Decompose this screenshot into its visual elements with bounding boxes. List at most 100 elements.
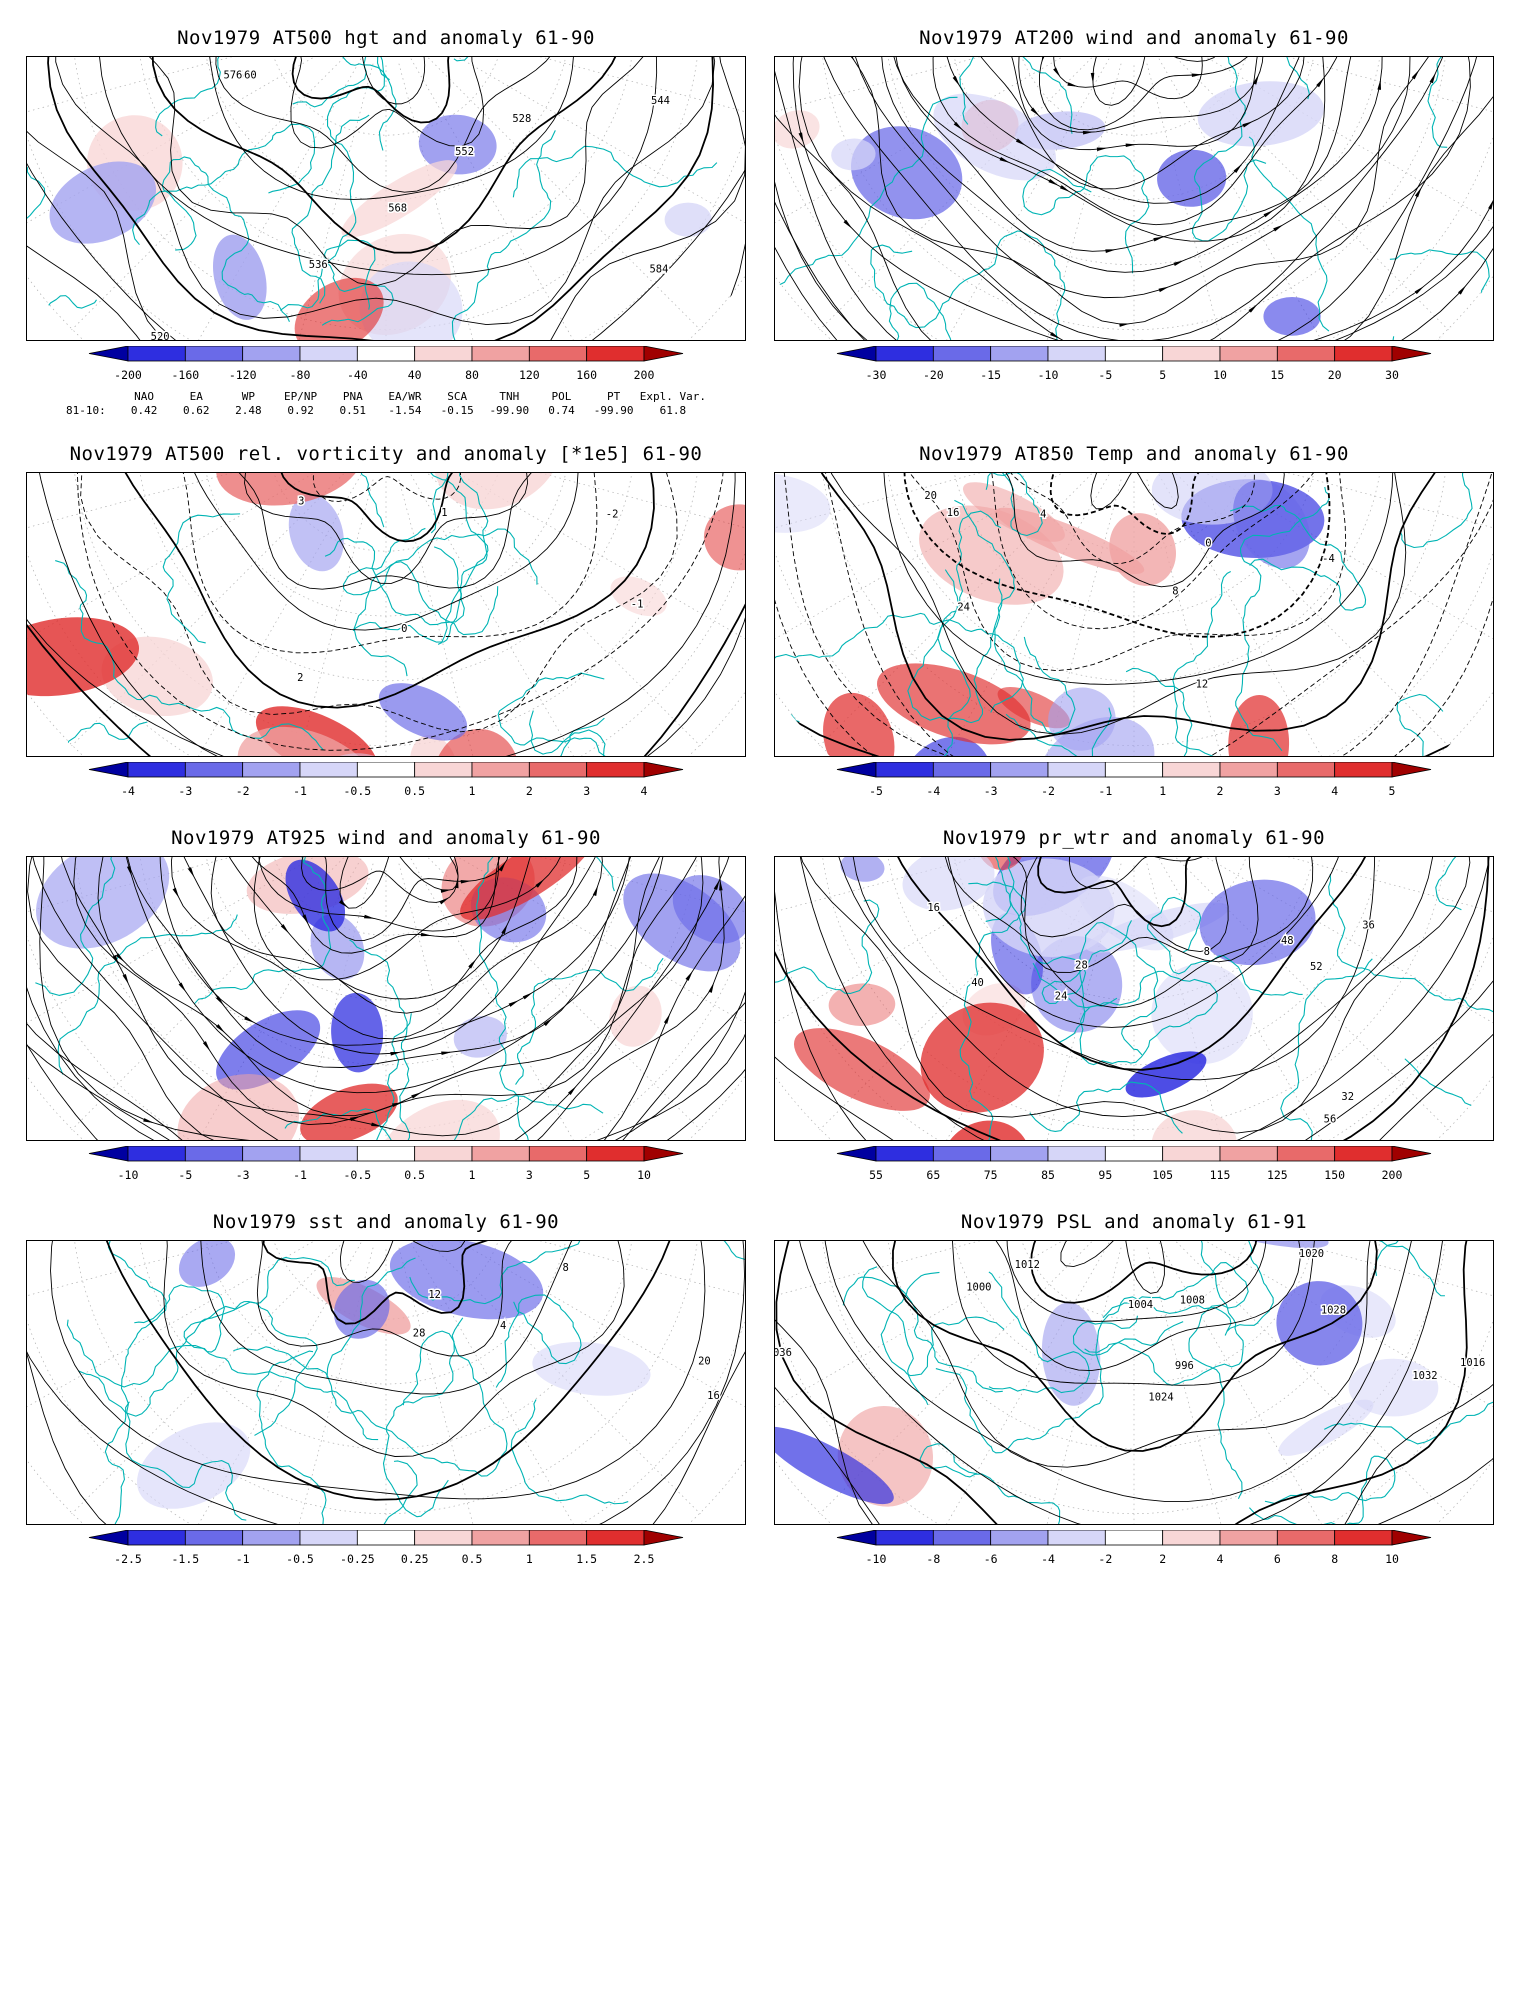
streamline-arrow-icon xyxy=(1067,82,1079,87)
map-frame-at500-hgt: 512520528536544552560568576584 xyxy=(26,56,746,341)
panel-title-psl: Nov1979 PSL and anomaly 61-91 xyxy=(960,1211,1308,1233)
colorbar-tick-label: 2 xyxy=(1159,1552,1166,1566)
coastline xyxy=(512,145,718,198)
colorbar-cell xyxy=(1162,1529,1221,1546)
streamline xyxy=(214,857,540,1000)
colorbar-cell xyxy=(184,761,244,778)
contour-label: 24 xyxy=(1055,990,1068,1002)
colorbar-cell xyxy=(1162,345,1221,362)
coastline xyxy=(497,672,634,756)
streamline-arrow-icon xyxy=(1414,285,1425,295)
streamline-arrow-icon xyxy=(1173,260,1185,267)
telecon-column-label: EA xyxy=(189,390,203,403)
panel-pr-wtr: Nov1979 pr_wtr and anomaly 61-90 8121620… xyxy=(774,826,1494,1186)
contour-line xyxy=(795,1241,1446,1524)
colorbar-cell xyxy=(1276,761,1336,778)
anomaly-shading xyxy=(610,576,667,617)
colorbar-tick-label: -1 xyxy=(293,1168,307,1182)
contour-label: 1036 xyxy=(775,1347,792,1359)
coastline xyxy=(934,881,1027,1140)
contour-line xyxy=(820,473,1493,756)
colorbar-svg: -10 -8 -6 -4 -2 2 4 6 8 10 xyxy=(836,1529,1432,1566)
coastline xyxy=(1192,57,1267,242)
anomaly-shading xyxy=(294,277,384,340)
colorbar-tick-label: -4 xyxy=(121,784,135,798)
coastline xyxy=(775,96,958,288)
telecon-column-label: EP/NP xyxy=(284,390,318,403)
coastline xyxy=(1102,1261,1249,1500)
contour-label: 584 xyxy=(649,264,668,276)
streamline-arrow-icon xyxy=(280,924,290,934)
streamline-arrow-icon xyxy=(1252,73,1259,85)
anomaly-shading xyxy=(1197,81,1324,147)
anomaly-shading xyxy=(664,202,712,237)
colorbar-cell xyxy=(932,345,992,362)
contour-line xyxy=(1006,1241,1267,1322)
colorbar-cell xyxy=(127,761,186,778)
telecon-value: 0.42 xyxy=(130,404,158,417)
contour-label: 24 xyxy=(957,602,970,614)
contour-label: 520 xyxy=(151,331,170,340)
coastline xyxy=(349,939,411,1140)
colorbar-cell xyxy=(299,1145,358,1162)
coastline xyxy=(1029,1081,1183,1134)
contour-line xyxy=(253,57,515,149)
coastline xyxy=(1032,962,1218,1066)
polar-map-at925-wind xyxy=(27,857,745,1140)
anomaly-shading xyxy=(920,1002,1044,1113)
colorbar-left-arrow-icon xyxy=(88,345,129,362)
colorbar-at500-vorticity: -4 -3 -2 -1 -0.5 0.5 1 2 3 4 xyxy=(86,761,686,802)
panel-psl: Nov1979 PSL and anomaly 61-91 996 1000 100… xyxy=(774,1210,1494,1570)
colorbar-cell xyxy=(1334,1145,1393,1162)
map-frame-at500-vorticity: -2 -1 0 1 2 3 xyxy=(26,472,746,757)
streamline xyxy=(775,57,1493,340)
telecon-column-label: SCA xyxy=(447,390,468,403)
colorbar-tick-label: -10 xyxy=(1038,368,1059,382)
streamline-arrow-icon xyxy=(1242,121,1254,128)
colorbar-tick-label: -2.5 xyxy=(114,1552,142,1566)
coastline xyxy=(162,513,241,644)
contour-label: 1016 xyxy=(1460,1357,1485,1369)
panel-title-at850-temp: Nov1979 AT850 Temp and anomaly 61-90 xyxy=(919,443,1349,465)
contour-line xyxy=(851,857,1376,1081)
streamline-arrow-icon xyxy=(708,981,715,993)
colorbar-tick-label: -0.5 xyxy=(286,1552,314,1566)
colorbar-tick-label: -200 xyxy=(114,368,142,382)
contour-line xyxy=(775,857,1493,1140)
colorbar-tick-label: 5 xyxy=(583,1168,590,1182)
coastline xyxy=(134,1256,355,1353)
contour-line xyxy=(775,473,1493,756)
coastline xyxy=(775,899,880,1055)
contour-label: 56 xyxy=(1324,1113,1337,1125)
coastline xyxy=(862,1266,929,1406)
coastline xyxy=(321,239,394,326)
colorbar-tick-label: -0.5 xyxy=(343,784,371,798)
contour-line xyxy=(98,1241,678,1501)
contour-label: 996 xyxy=(1175,1360,1194,1372)
colorbar-tick-label: 0.5 xyxy=(404,1168,425,1182)
colorbar-tick-label: 2 xyxy=(526,784,533,798)
anomaly-shading xyxy=(1125,1051,1207,1098)
telecon-value: -1.54 xyxy=(388,404,422,417)
streamline-arrow-icon xyxy=(440,889,452,893)
colorbar-svg: -2.5 -1.5 -1 -0.5 -0.25 0.25 0.5 1 1.5 2.5 xyxy=(88,1529,684,1566)
colorbar-cell xyxy=(414,761,473,778)
streamline-arrow-icon xyxy=(663,1013,671,1024)
contour-line xyxy=(950,1241,1319,1386)
anomaly-shading xyxy=(237,726,382,756)
telecon-column-label: NAO xyxy=(134,390,155,403)
panel-title-at500-hgt: Nov1979 AT500 hgt and anomaly 61-90 xyxy=(177,27,595,49)
colorbar-tick-label: 3 xyxy=(583,784,590,798)
streamline xyxy=(172,857,608,1055)
coastline xyxy=(1338,693,1444,756)
contour-line xyxy=(775,1241,1493,1524)
anomaly-shading xyxy=(1157,149,1227,207)
panel-title-at200-wind: Nov1979 AT200 wind and anomaly 61-90 xyxy=(919,27,1349,49)
contour-line xyxy=(775,1241,1472,1524)
contour-line xyxy=(262,1241,517,1325)
colorbar-cell xyxy=(1276,1529,1336,1546)
coastline xyxy=(451,130,556,340)
contour-line xyxy=(35,473,736,756)
contour-label: 28 xyxy=(1075,960,1088,972)
anomaly-shading xyxy=(216,473,363,506)
